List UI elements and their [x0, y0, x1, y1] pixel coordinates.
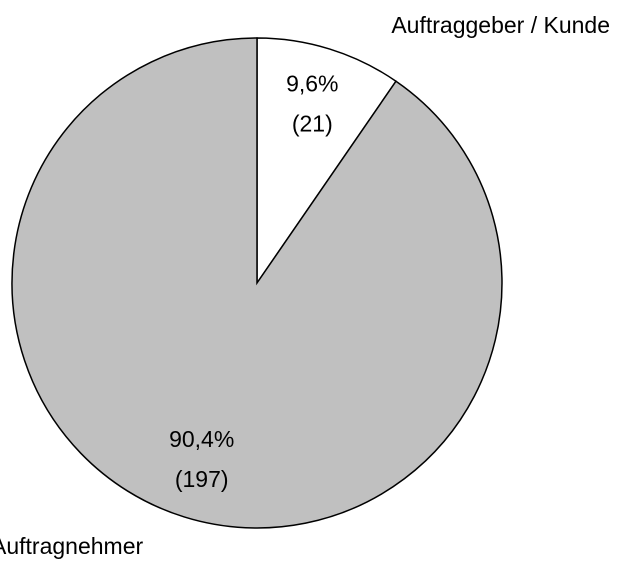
count-label: (21) — [292, 110, 333, 136]
category-label: Auftragnehmer — [0, 533, 143, 559]
pie-slice — [11, 37, 503, 529]
category-label: Auftraggeber / Kunde — [391, 12, 610, 38]
value-label: 90,4% — [169, 426, 234, 452]
pie-slice — [256, 37, 398, 286]
value-label: 9,6% — [286, 70, 338, 96]
count-label: (197) — [175, 466, 229, 492]
